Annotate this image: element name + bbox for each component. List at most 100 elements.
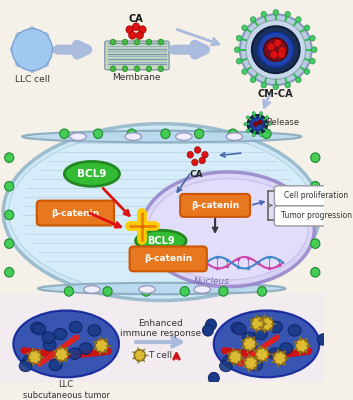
- Circle shape: [279, 47, 286, 54]
- Ellipse shape: [19, 360, 32, 372]
- Ellipse shape: [84, 286, 100, 293]
- Text: β-catenin: β-catenin: [144, 254, 192, 263]
- Ellipse shape: [9, 130, 315, 295]
- Ellipse shape: [31, 322, 43, 334]
- Circle shape: [103, 287, 112, 296]
- Circle shape: [318, 334, 329, 345]
- Circle shape: [146, 39, 152, 45]
- Text: LLC
subcutaneous tumor: LLC subcutaneous tumor: [23, 380, 110, 400]
- Circle shape: [229, 350, 242, 364]
- FancyBboxPatch shape: [274, 206, 353, 226]
- Circle shape: [304, 25, 310, 31]
- Ellipse shape: [125, 133, 142, 140]
- Ellipse shape: [69, 321, 82, 333]
- Circle shape: [5, 268, 14, 277]
- Ellipse shape: [220, 360, 233, 372]
- Circle shape: [24, 41, 41, 58]
- FancyBboxPatch shape: [180, 194, 250, 217]
- Text: BCL9: BCL9: [147, 236, 175, 246]
- Ellipse shape: [54, 328, 67, 340]
- Circle shape: [260, 317, 273, 330]
- Text: BCL9: BCL9: [77, 169, 107, 179]
- Circle shape: [158, 66, 164, 72]
- Circle shape: [265, 116, 269, 119]
- Ellipse shape: [22, 131, 301, 142]
- Circle shape: [195, 147, 201, 153]
- Ellipse shape: [70, 133, 86, 140]
- Ellipse shape: [258, 32, 293, 67]
- Ellipse shape: [214, 310, 319, 377]
- Circle shape: [258, 120, 262, 125]
- Circle shape: [311, 239, 320, 248]
- Circle shape: [311, 182, 320, 191]
- Ellipse shape: [88, 325, 101, 336]
- Ellipse shape: [251, 118, 264, 130]
- Circle shape: [205, 319, 216, 330]
- Circle shape: [55, 348, 68, 361]
- Circle shape: [187, 152, 193, 158]
- Circle shape: [274, 39, 281, 47]
- Circle shape: [158, 39, 164, 45]
- Circle shape: [161, 129, 170, 138]
- Circle shape: [139, 26, 146, 34]
- Ellipse shape: [269, 348, 282, 359]
- Circle shape: [5, 239, 14, 248]
- Ellipse shape: [136, 230, 186, 251]
- Circle shape: [236, 35, 242, 41]
- Ellipse shape: [13, 310, 119, 377]
- Circle shape: [234, 47, 240, 52]
- Circle shape: [273, 84, 279, 90]
- Ellipse shape: [288, 325, 301, 336]
- Circle shape: [195, 129, 204, 138]
- Text: LLC cell: LLC cell: [15, 74, 50, 84]
- Text: Enhanced
immune response: Enhanced immune response: [120, 319, 202, 338]
- Circle shape: [312, 47, 317, 52]
- Circle shape: [199, 157, 205, 164]
- Circle shape: [202, 152, 208, 158]
- Circle shape: [273, 10, 279, 15]
- Circle shape: [42, 59, 49, 67]
- Ellipse shape: [255, 328, 267, 340]
- Circle shape: [243, 337, 256, 351]
- Ellipse shape: [79, 343, 92, 354]
- Circle shape: [110, 66, 116, 72]
- Ellipse shape: [3, 124, 320, 300]
- Ellipse shape: [233, 323, 246, 335]
- Ellipse shape: [264, 38, 288, 61]
- Circle shape: [265, 129, 269, 133]
- Circle shape: [242, 69, 247, 74]
- Circle shape: [228, 129, 238, 138]
- Circle shape: [300, 383, 311, 394]
- Ellipse shape: [142, 172, 315, 287]
- Circle shape: [5, 153, 14, 162]
- Circle shape: [10, 46, 17, 54]
- Circle shape: [42, 32, 49, 40]
- Circle shape: [311, 268, 320, 277]
- Circle shape: [134, 350, 145, 361]
- Circle shape: [110, 39, 116, 45]
- Circle shape: [202, 325, 214, 336]
- Circle shape: [250, 17, 256, 22]
- Circle shape: [295, 339, 309, 352]
- Circle shape: [60, 129, 69, 138]
- Circle shape: [18, 35, 46, 64]
- Ellipse shape: [38, 283, 286, 294]
- FancyBboxPatch shape: [274, 186, 353, 206]
- Circle shape: [252, 133, 255, 137]
- Ellipse shape: [231, 322, 244, 334]
- Circle shape: [16, 32, 23, 40]
- Ellipse shape: [252, 26, 300, 73]
- Ellipse shape: [240, 14, 312, 85]
- Text: β-catenin: β-catenin: [191, 201, 239, 210]
- Circle shape: [268, 43, 275, 51]
- Circle shape: [136, 32, 143, 39]
- Circle shape: [192, 159, 198, 166]
- Ellipse shape: [280, 343, 293, 354]
- Text: CM-CA: CM-CA: [258, 89, 294, 99]
- Circle shape: [262, 129, 271, 138]
- Ellipse shape: [243, 332, 256, 344]
- Circle shape: [270, 51, 277, 58]
- Circle shape: [126, 26, 133, 34]
- Circle shape: [146, 66, 152, 72]
- Circle shape: [277, 51, 285, 58]
